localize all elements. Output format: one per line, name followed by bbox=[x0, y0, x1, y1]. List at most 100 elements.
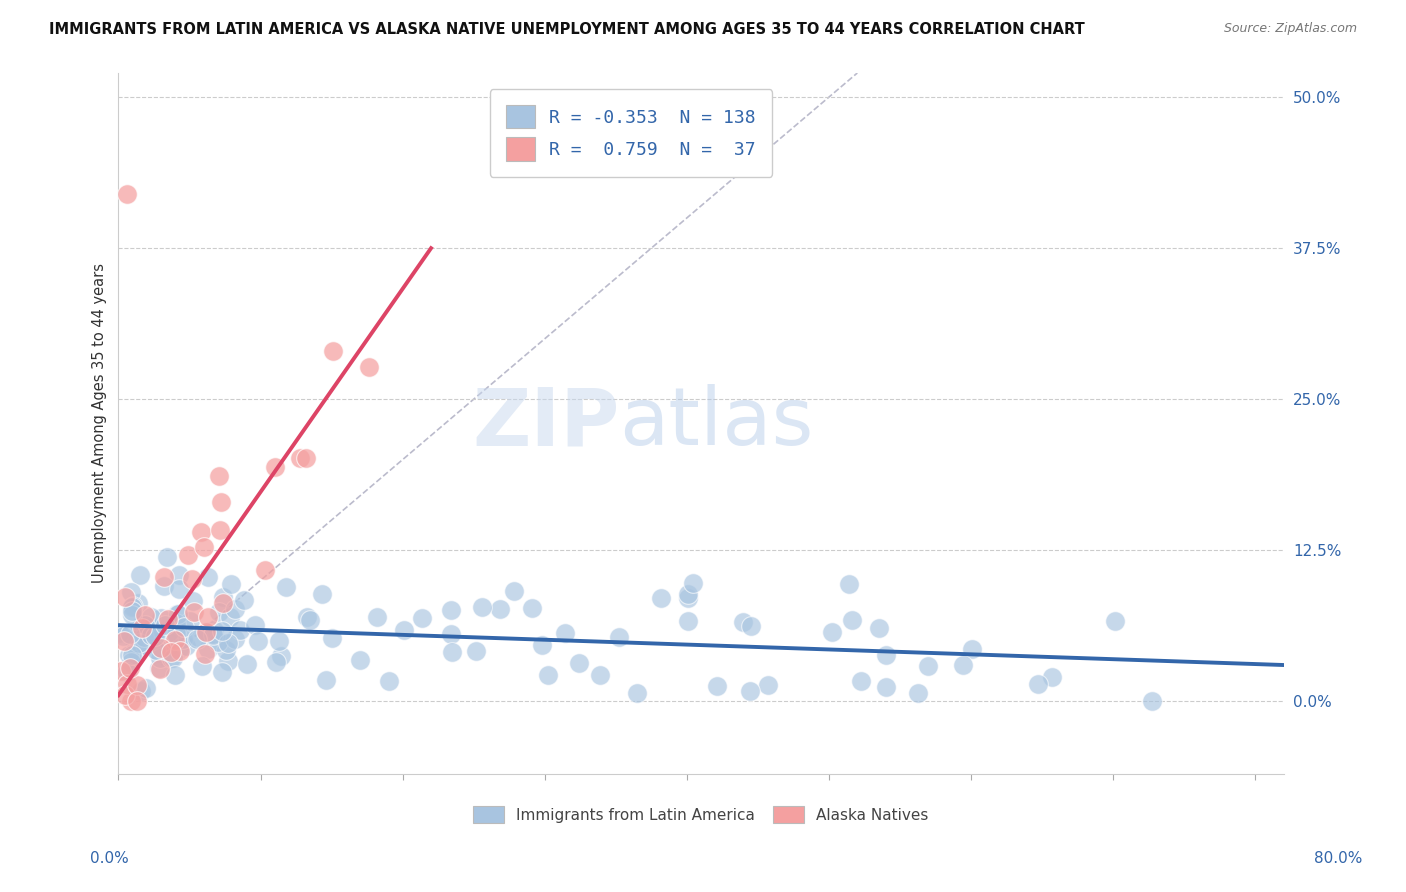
Point bbox=[471, 599, 494, 614]
Text: Source: ZipAtlas.com: Source: ZipAtlas.com bbox=[1223, 22, 1357, 36]
Point bbox=[153, 618, 176, 632]
Point bbox=[294, 450, 316, 465]
Point bbox=[121, 600, 143, 615]
Point bbox=[169, 644, 191, 658]
Point bbox=[740, 619, 762, 633]
Point bbox=[115, 677, 138, 691]
Point bbox=[678, 614, 700, 628]
Point bbox=[821, 624, 844, 639]
Point bbox=[160, 645, 183, 659]
Point bbox=[217, 636, 239, 650]
Point bbox=[134, 638, 156, 652]
Point bbox=[217, 654, 239, 668]
Point bbox=[311, 586, 333, 600]
Point bbox=[288, 451, 311, 466]
Point bbox=[907, 686, 929, 700]
Point bbox=[349, 653, 371, 667]
Point bbox=[167, 582, 190, 596]
Point bbox=[243, 618, 266, 632]
Point bbox=[148, 660, 170, 674]
Point bbox=[875, 680, 897, 694]
Point bbox=[215, 643, 238, 657]
Point bbox=[118, 648, 141, 662]
Point bbox=[107, 626, 129, 640]
Point bbox=[568, 656, 591, 670]
Point bbox=[229, 623, 252, 637]
Point bbox=[127, 694, 149, 708]
Point bbox=[191, 659, 214, 673]
Point bbox=[219, 609, 242, 624]
Point bbox=[118, 661, 141, 675]
Point bbox=[270, 649, 292, 664]
Point bbox=[522, 601, 544, 615]
Point bbox=[488, 602, 510, 616]
Point bbox=[207, 635, 229, 649]
Point bbox=[169, 568, 191, 582]
Point bbox=[440, 603, 463, 617]
Text: 0.0%: 0.0% bbox=[90, 851, 129, 865]
Point bbox=[125, 678, 148, 692]
Point bbox=[124, 632, 146, 647]
Point bbox=[211, 624, 233, 638]
Point bbox=[117, 186, 139, 201]
Point bbox=[174, 639, 197, 653]
Text: atlas: atlas bbox=[620, 384, 814, 462]
Point bbox=[676, 587, 699, 601]
Point bbox=[1142, 694, 1164, 708]
Point bbox=[114, 688, 136, 702]
Point bbox=[120, 585, 142, 599]
Point bbox=[134, 617, 156, 632]
Point bbox=[190, 524, 212, 539]
Point bbox=[129, 623, 152, 637]
Point bbox=[149, 641, 172, 656]
Point bbox=[141, 621, 163, 635]
Point bbox=[299, 613, 322, 627]
Point bbox=[682, 576, 704, 591]
Point bbox=[530, 638, 553, 652]
Point bbox=[183, 594, 205, 608]
Point bbox=[197, 625, 219, 640]
Point bbox=[121, 603, 143, 617]
Point bbox=[960, 642, 983, 657]
Point bbox=[165, 616, 187, 631]
Point bbox=[208, 524, 231, 538]
Point bbox=[172, 632, 194, 646]
Point bbox=[321, 343, 343, 358]
Point bbox=[131, 621, 153, 635]
Point bbox=[165, 633, 187, 648]
Point bbox=[193, 541, 215, 555]
Point bbox=[224, 632, 246, 647]
Point bbox=[134, 608, 156, 623]
Point bbox=[738, 684, 761, 698]
Point bbox=[246, 633, 269, 648]
Point bbox=[128, 636, 150, 650]
Point bbox=[209, 495, 232, 509]
Point bbox=[201, 627, 224, 641]
Point bbox=[121, 608, 143, 623]
Point bbox=[121, 648, 143, 662]
Point bbox=[122, 599, 145, 613]
Point bbox=[197, 570, 219, 584]
Point bbox=[156, 612, 179, 626]
Point bbox=[120, 694, 142, 708]
Point bbox=[841, 613, 863, 627]
Point bbox=[112, 634, 135, 648]
Point bbox=[357, 360, 380, 375]
Point bbox=[917, 658, 939, 673]
Point bbox=[212, 590, 235, 604]
Point bbox=[111, 629, 134, 643]
Point bbox=[155, 549, 177, 564]
Point bbox=[297, 610, 319, 624]
Point bbox=[139, 610, 162, 624]
Point bbox=[153, 579, 176, 593]
Point bbox=[321, 631, 343, 645]
Point bbox=[1040, 669, 1063, 683]
Point bbox=[208, 605, 231, 619]
Point bbox=[135, 681, 157, 696]
Point bbox=[165, 626, 187, 640]
Point bbox=[167, 642, 190, 657]
Point bbox=[125, 644, 148, 658]
Point bbox=[274, 580, 297, 594]
Point bbox=[163, 668, 186, 682]
Point bbox=[139, 620, 162, 634]
